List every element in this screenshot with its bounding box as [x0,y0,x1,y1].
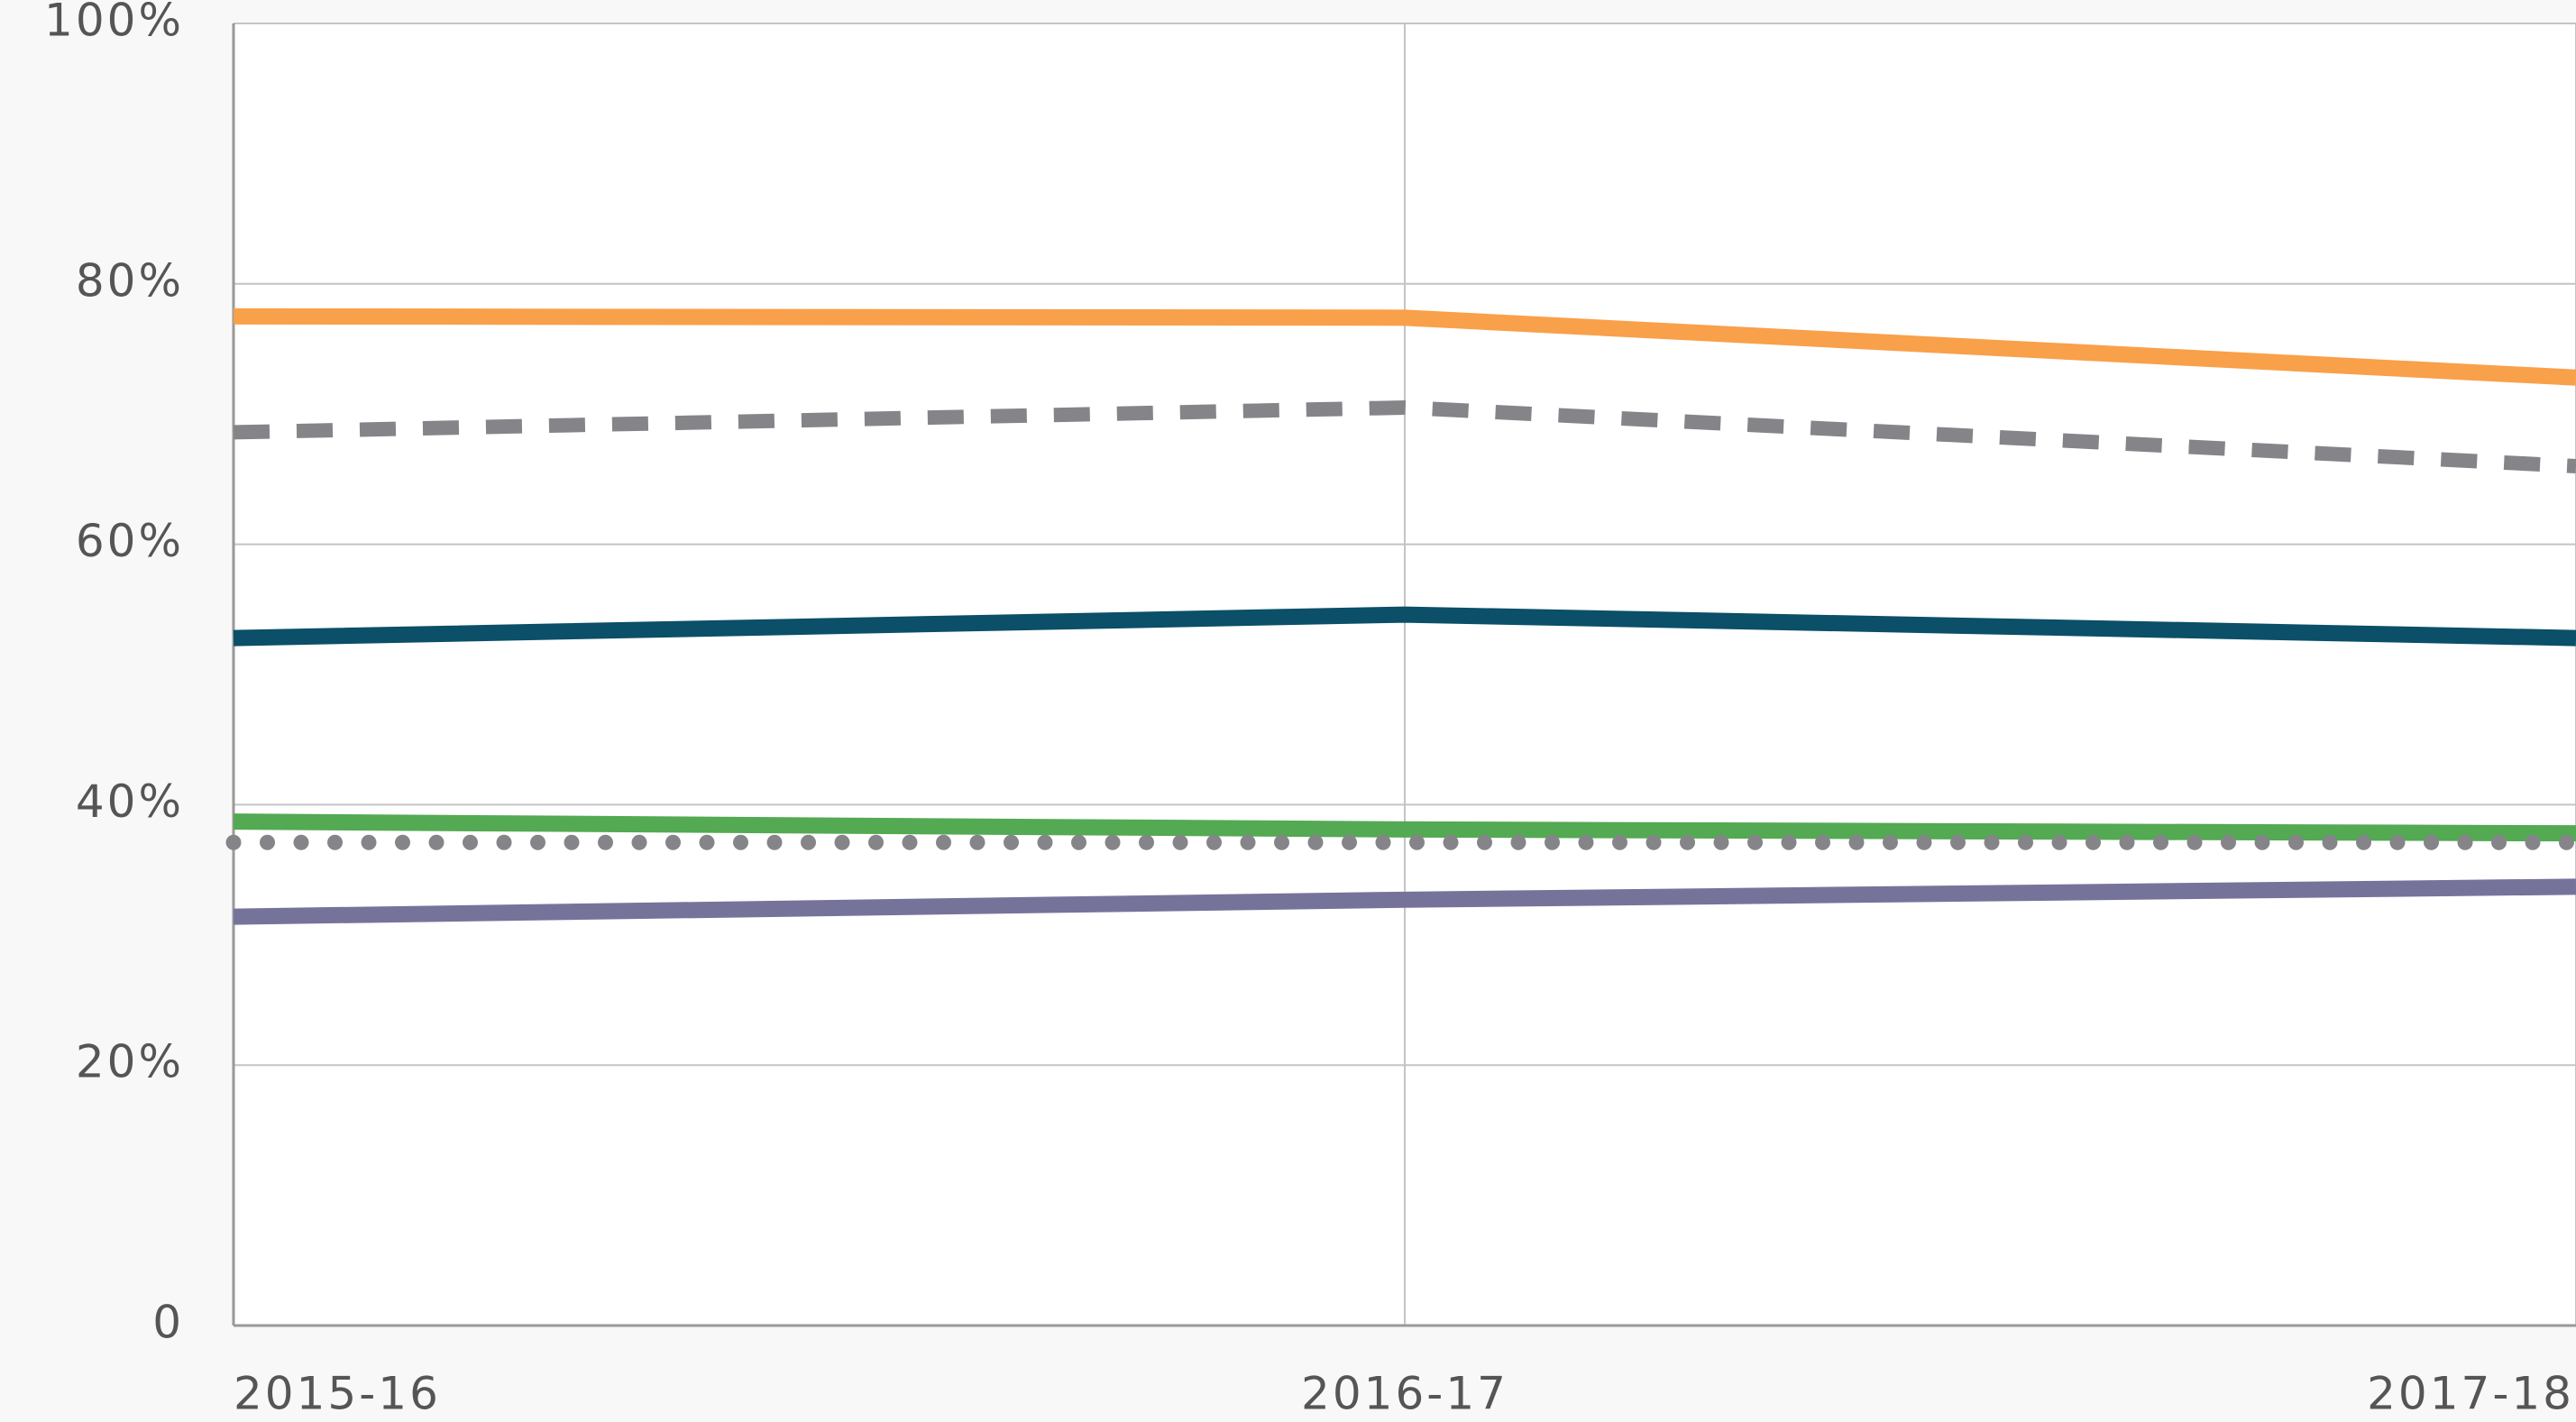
x-tick-label: 2017-18 [2367,1368,2574,1420]
y-tick-label: 80% [76,254,184,307]
y-tick-label: 0 [152,1297,184,1349]
series-line [233,813,2576,842]
x-tick-label: 2016-17 [1301,1368,1508,1420]
y-tick-label: 20% [76,1036,184,1088]
series-line [233,606,2576,647]
y-tick-label: 100% [44,0,184,47]
series-line [233,307,2576,386]
y-tick-label: 40% [76,775,184,828]
y-tick-label: 60% [76,515,184,567]
series-line [233,878,2576,925]
series-line [233,399,2576,473]
x-tick-label: 2015-16 [234,1368,441,1420]
